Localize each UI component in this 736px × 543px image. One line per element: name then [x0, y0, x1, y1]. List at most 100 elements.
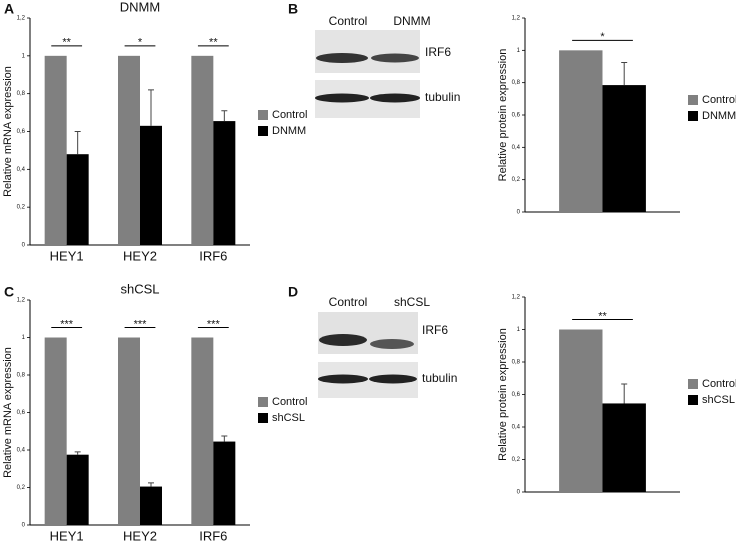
- error-bar: [221, 435, 228, 442]
- y-tick-label: 0: [517, 490, 521, 496]
- y-axis-label: Relative mRNA expression: [2, 66, 14, 197]
- bar: [140, 486, 162, 525]
- bar: [140, 125, 162, 245]
- band-label: tubulin: [425, 90, 460, 104]
- lane-label: Control: [329, 14, 368, 28]
- lane-label: shCSL: [394, 295, 430, 309]
- y-tick-label: 0,6: [512, 113, 521, 119]
- legend-swatch: [688, 395, 698, 405]
- y-tick-label: 1: [517, 327, 521, 333]
- legend-label: Control: [702, 94, 736, 106]
- legend-swatch: [258, 110, 268, 120]
- panel-label: C: [4, 284, 14, 300]
- bar: [66, 154, 89, 245]
- legend-swatch: [688, 111, 698, 121]
- y-tick-label: 0,8: [512, 360, 521, 366]
- legend-swatch: [688, 379, 698, 389]
- legend-swatch: [258, 413, 268, 423]
- y-tick-label: 0,2: [512, 457, 521, 463]
- significance-label: ***: [60, 318, 74, 330]
- y-tick-label: 1: [517, 48, 521, 54]
- y-axis-label: Relative protein expression: [497, 328, 509, 461]
- legend-label: Control: [272, 109, 307, 121]
- significance-label: **: [62, 37, 71, 49]
- y-axis-label: Relative protein expression: [497, 49, 509, 182]
- blot-image: [318, 312, 418, 398]
- error-bar: [621, 61, 628, 86]
- y-tick-label: 1,2: [512, 295, 521, 301]
- panel-label: A: [4, 1, 14, 17]
- error-bar: [74, 451, 81, 455]
- significance-label: **: [209, 37, 218, 49]
- error-bar: [148, 482, 154, 487]
- y-tick-label: 0: [22, 523, 26, 529]
- error-bar: [148, 89, 154, 126]
- bar: [602, 85, 646, 212]
- bar: [213, 441, 236, 525]
- bar: [191, 337, 214, 525]
- bar: [66, 454, 89, 525]
- band-label: tubulin: [422, 371, 457, 385]
- legend-label: Control: [272, 396, 307, 408]
- bar: [44, 55, 67, 246]
- y-tick-label: 0,6: [17, 410, 26, 416]
- bar: [191, 55, 214, 246]
- y-tick-label: 0: [517, 210, 521, 216]
- significance-label: ***: [207, 318, 221, 330]
- legend-label: shCSL: [272, 412, 305, 424]
- lane-label: Control: [329, 295, 368, 309]
- y-tick-label: 0,2: [512, 177, 521, 183]
- legend-label: DNMM: [272, 125, 306, 137]
- y-tick-label: 1,2: [17, 16, 26, 22]
- error-bar: [621, 383, 628, 404]
- y-tick-label: 0,4: [512, 145, 521, 151]
- bar: [213, 121, 236, 245]
- y-tick-label: 0,4: [17, 448, 26, 454]
- y-tick-label: 1,2: [512, 16, 521, 22]
- legend-swatch: [688, 95, 698, 105]
- y-tick-label: 0,2: [17, 205, 26, 211]
- bar: [559, 50, 603, 213]
- chart-title: DNMM: [120, 0, 160, 14]
- x-tick-label: HEY1: [50, 528, 84, 543]
- bar: [44, 337, 67, 525]
- significance-label: *: [138, 37, 143, 49]
- bar: [118, 337, 140, 525]
- bar: [559, 329, 603, 492]
- y-tick-label: 1: [22, 335, 26, 341]
- x-tick-label: HEY2: [123, 248, 157, 263]
- band-label: IRF6: [425, 45, 451, 59]
- y-tick-label: 0,6: [512, 392, 521, 398]
- legend-label: shCSL: [702, 394, 735, 406]
- panel-label: D: [288, 284, 298, 300]
- band-label: IRF6: [422, 323, 448, 337]
- legend-label: DNMM: [702, 110, 736, 122]
- y-tick-label: 1: [22, 53, 26, 59]
- bar: [602, 403, 646, 492]
- panel-label: B: [288, 1, 298, 17]
- error-bar: [221, 110, 228, 122]
- significance-label: ***: [134, 318, 148, 330]
- y-tick-label: 0,8: [512, 80, 521, 86]
- error-bar: [74, 131, 81, 155]
- y-tick-label: 1,2: [17, 298, 26, 304]
- legend-swatch: [258, 126, 268, 136]
- y-tick-label: 0,2: [17, 485, 26, 491]
- x-tick-label: HEY2: [123, 528, 157, 543]
- y-tick-label: 0,4: [17, 167, 26, 173]
- significance-label: *: [600, 31, 605, 43]
- y-tick-label: 0: [22, 243, 26, 249]
- y-tick-label: 0,6: [17, 129, 26, 135]
- legend-label: Control: [702, 378, 736, 390]
- y-tick-label: 0,8: [17, 373, 26, 379]
- y-axis-label: Relative mRNA expression: [2, 347, 14, 478]
- x-tick-label: IRF6: [199, 528, 227, 543]
- legend-swatch: [258, 397, 268, 407]
- chart-title: shCSL: [120, 281, 159, 296]
- bar: [118, 55, 140, 246]
- significance-label: **: [598, 310, 607, 322]
- y-tick-label: 0,8: [17, 91, 26, 97]
- blot-image: [315, 30, 420, 118]
- y-tick-label: 0,4: [512, 425, 521, 431]
